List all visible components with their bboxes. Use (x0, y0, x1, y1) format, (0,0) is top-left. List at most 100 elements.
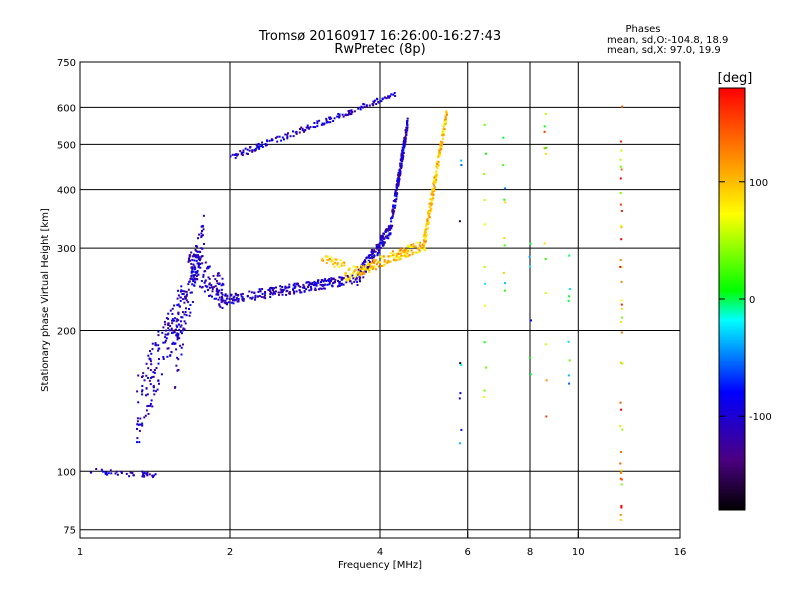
data-point (439, 142, 442, 145)
data-point (338, 282, 341, 285)
data-point (272, 292, 275, 295)
data-point (362, 276, 365, 279)
data-point (216, 289, 218, 292)
data-point (367, 256, 370, 259)
data-point (442, 137, 444, 140)
data-point (349, 275, 352, 278)
data-point (120, 470, 123, 473)
data-point (183, 328, 186, 331)
data-point (167, 322, 170, 325)
data-point (138, 429, 141, 432)
data-point (429, 202, 432, 205)
data-point (370, 265, 373, 268)
data-point (431, 191, 434, 193)
data-point (195, 275, 198, 277)
data-point (441, 141, 444, 144)
data-point (433, 176, 436, 179)
data-point (131, 472, 134, 474)
data-point (166, 355, 169, 358)
data-point (212, 274, 215, 277)
data-point (620, 451, 622, 453)
data-point (180, 324, 183, 327)
data-point (155, 344, 158, 347)
data-point (619, 477, 622, 480)
data-point (260, 295, 263, 298)
data-point (321, 122, 324, 125)
data-point (396, 192, 398, 195)
data-point (360, 264, 363, 267)
data-point (236, 154, 239, 157)
data-point (567, 340, 570, 343)
data-point (371, 267, 374, 270)
data-point (151, 342, 154, 345)
data-point (184, 311, 187, 313)
data-point (397, 174, 400, 176)
data-point (401, 151, 404, 154)
data-point (428, 205, 431, 208)
data-point (137, 401, 140, 404)
data-point (620, 168, 623, 171)
data-point (325, 119, 328, 122)
data-point (351, 274, 354, 277)
x-tick-label: 16 (674, 547, 687, 558)
data-point (423, 245, 426, 248)
data-point (249, 146, 251, 149)
data-point (439, 149, 442, 152)
data-point (327, 279, 330, 282)
data-point (620, 280, 623, 283)
data-point (226, 295, 229, 298)
data-point (356, 284, 359, 286)
data-point (198, 250, 201, 253)
data-point (270, 291, 273, 294)
data-point (376, 254, 379, 257)
data-point (403, 146, 406, 149)
data-point (185, 307, 187, 310)
data-point (403, 143, 406, 146)
data-point (347, 113, 350, 116)
data-point (179, 325, 182, 328)
data-point (188, 254, 191, 257)
data-point (184, 290, 187, 293)
data-point (300, 126, 303, 129)
data-point (95, 468, 98, 470)
data-point (191, 258, 194, 261)
data-point (620, 307, 623, 310)
data-point (445, 111, 448, 114)
data-point (204, 284, 207, 287)
data-point (383, 96, 386, 99)
data-point (440, 147, 443, 150)
data-point (166, 347, 169, 350)
data-point (182, 298, 185, 301)
data-point (322, 123, 325, 126)
data-point (339, 276, 342, 279)
data-point (343, 264, 346, 267)
data-point (149, 358, 152, 361)
data-point (380, 237, 383, 240)
data-point (173, 319, 175, 322)
data-point (391, 214, 394, 217)
data-point (483, 396, 486, 399)
data-point (382, 255, 385, 258)
data-point (301, 127, 304, 130)
data-point (245, 152, 248, 155)
data-point (293, 284, 296, 287)
data-point (392, 205, 395, 208)
data-point (167, 347, 170, 350)
data-point (155, 390, 157, 393)
data-point (352, 277, 355, 280)
data-point (368, 268, 371, 271)
data-point (256, 145, 259, 148)
data-point (403, 137, 406, 140)
data-point (404, 141, 407, 144)
data-point (187, 283, 190, 286)
data-point (406, 126, 409, 129)
data-point (330, 260, 333, 263)
data-point (395, 195, 398, 198)
data-point (240, 151, 243, 154)
data-point (390, 227, 393, 230)
data-point (328, 116, 331, 119)
data-point (369, 257, 372, 259)
data-point (504, 187, 507, 190)
data-point (394, 204, 397, 207)
data-point (177, 303, 180, 306)
